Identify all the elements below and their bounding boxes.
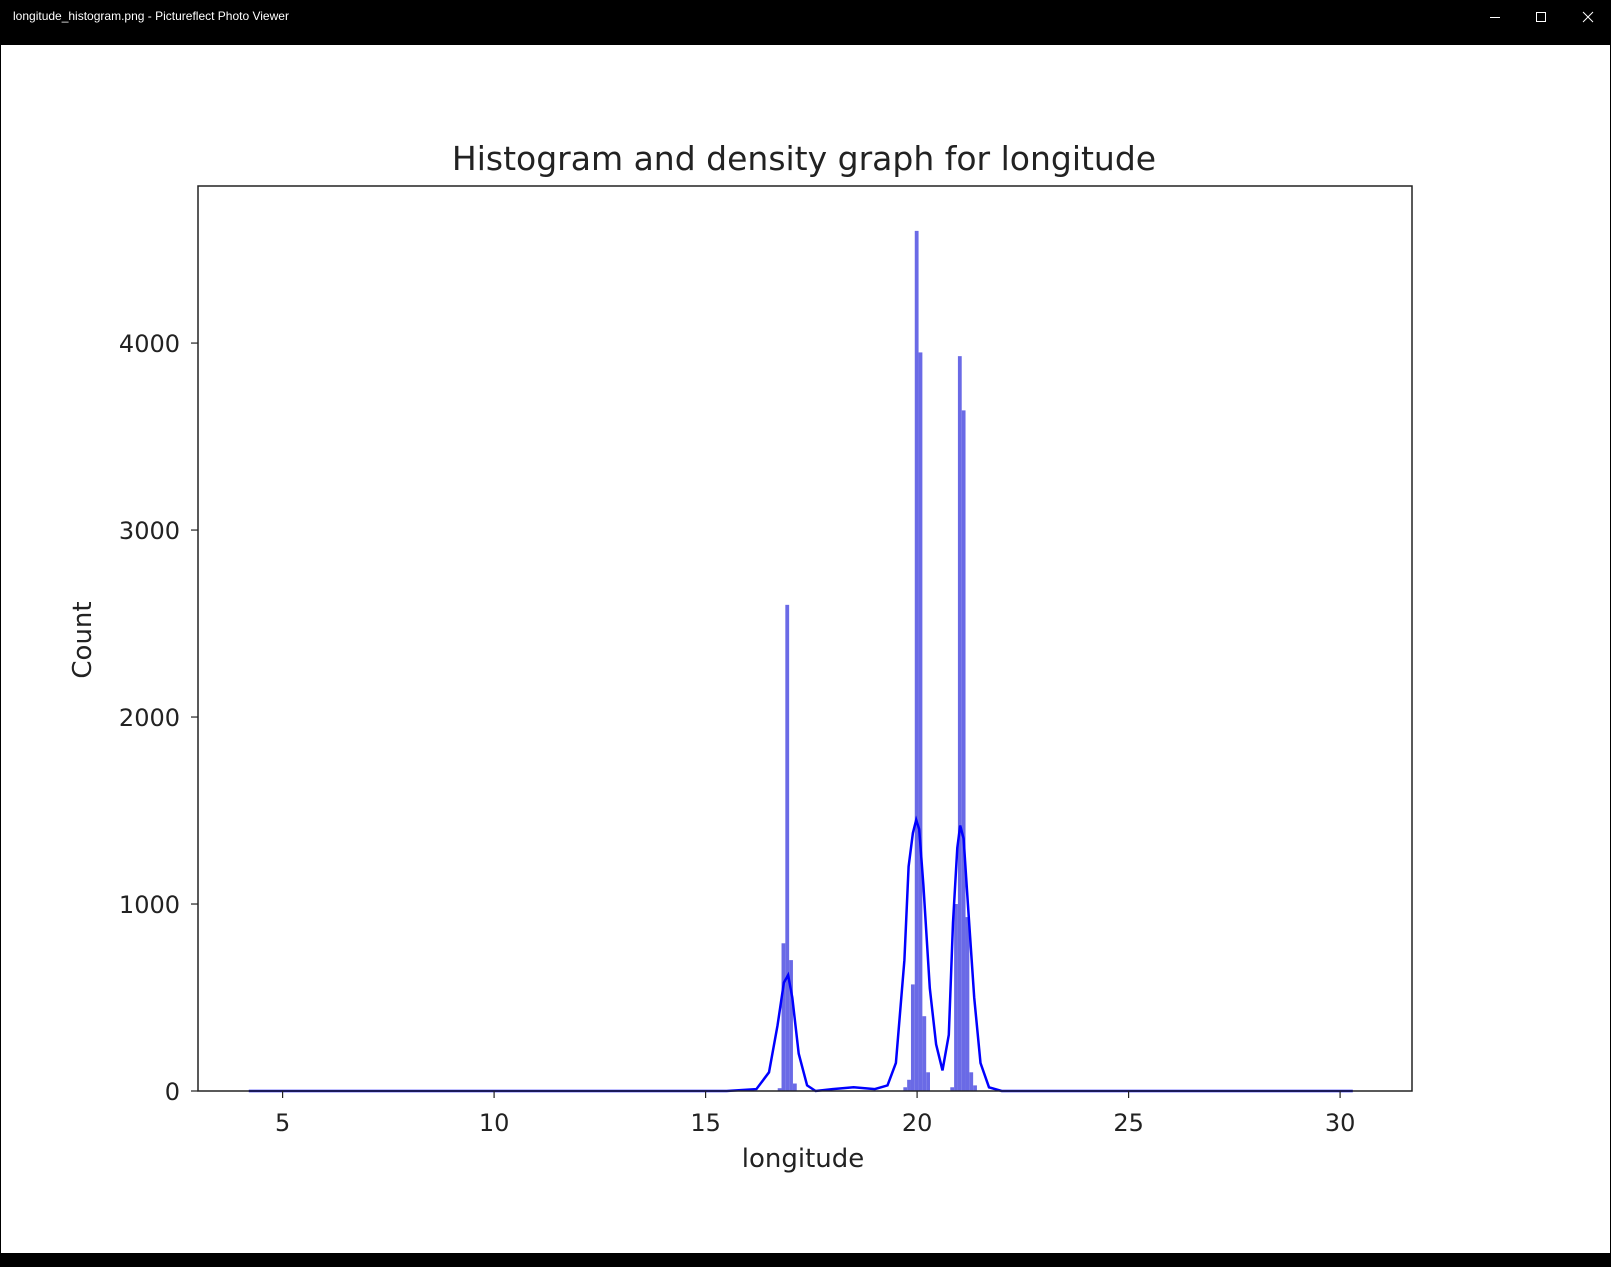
histogram-bar xyxy=(950,1087,955,1091)
histogram-bar xyxy=(914,230,919,1091)
histogram-chart: Histogram and density graph for longitud… xyxy=(68,139,1413,1174)
histogram-bar xyxy=(965,917,970,1091)
histogram-bar xyxy=(954,904,958,1091)
x-axis-ticks: 5 10 15 20 25 30 xyxy=(275,1091,1355,1137)
window-bottom-edge xyxy=(0,1253,1611,1267)
x-tick-label: 5 xyxy=(275,1109,290,1137)
chart-title: Histogram and density graph for longitud… xyxy=(452,139,1156,178)
maximize-button[interactable] xyxy=(1518,0,1564,33)
histogram-bar xyxy=(789,960,793,1091)
histogram-bar xyxy=(961,410,966,1092)
x-tick-label: 30 xyxy=(1325,1109,1356,1137)
histogram-bar xyxy=(910,984,915,1091)
histogram-bar xyxy=(957,356,962,1091)
histogram-bar xyxy=(785,604,790,1091)
y-tick-label: 0 xyxy=(165,1078,180,1106)
title-bar: longitude_histogram.png - Pictureflect P… xyxy=(0,0,1611,45)
window-title: longitude_histogram.png - Pictureflect P… xyxy=(13,9,289,23)
y-axis-label: Count xyxy=(68,601,98,678)
y-tick-label: 2000 xyxy=(119,704,180,732)
histogram-bar xyxy=(907,1079,911,1091)
histogram-bar xyxy=(922,1016,927,1091)
x-tick-label: 25 xyxy=(1113,1109,1144,1137)
histogram-bar xyxy=(781,943,786,1091)
histogram-bar xyxy=(918,352,923,1091)
y-tick-label: 3000 xyxy=(119,517,180,545)
maximize-icon xyxy=(1536,11,1546,22)
y-axis-ticks: 0 1000 2000 3000 4000 xyxy=(119,330,198,1106)
close-button[interactable] xyxy=(1564,0,1611,33)
histogram-bar xyxy=(777,1088,782,1091)
minimize-button[interactable] xyxy=(1472,0,1518,33)
histogram-bar xyxy=(969,1072,974,1091)
histogram-bar xyxy=(792,1083,797,1091)
plot-frame xyxy=(197,185,1413,1092)
histogram-bar xyxy=(903,1087,908,1091)
histogram-bar xyxy=(926,1072,930,1091)
close-icon xyxy=(1582,11,1593,22)
y-tick-label: 4000 xyxy=(119,330,180,358)
histogram-bars xyxy=(777,230,977,1092)
x-axis-label: longitude xyxy=(742,1144,865,1174)
histogram-bar xyxy=(973,1085,977,1091)
image-viewer-canvas[interactable]: Histogram and density graph for longitud… xyxy=(1,45,1610,1253)
x-tick-label: 10 xyxy=(479,1109,510,1137)
x-tick-label: 20 xyxy=(902,1109,933,1137)
density-curve xyxy=(248,815,1353,1093)
minimize-icon xyxy=(1490,16,1500,18)
y-tick-label: 1000 xyxy=(119,891,180,919)
x-tick-label: 15 xyxy=(690,1109,721,1137)
